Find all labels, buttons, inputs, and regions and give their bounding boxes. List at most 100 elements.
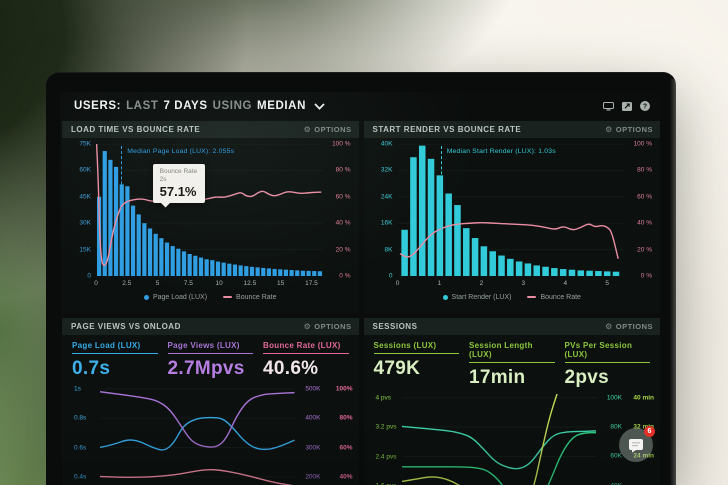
- panel-load-time: LOAD TIME VS BOUNCE RATE ⚙ OPTIONS 75K 60…: [62, 121, 359, 313]
- laptop: USERS: LAST 7 DAYS USING MEDIAN ?: [46, 72, 676, 485]
- x-axis-tick: 10: [215, 280, 223, 287]
- legend-label: Bounce Rate: [236, 293, 277, 301]
- axis-tick: 40 %: [335, 219, 351, 227]
- title-using: USING: [212, 100, 253, 112]
- tooltip-bucket: 2s: [159, 175, 167, 183]
- metrics-row: Page Load (LUX) 0.7s Page Views (LUX) 2.7Mp…: [62, 335, 359, 382]
- legend-item[interactable]: Bounce Rate: [527, 293, 581, 301]
- panel-header: LOAD TIME VS BOUNCE RATE ⚙ OPTIONS: [62, 121, 359, 138]
- axis-tick: 100 %: [332, 140, 351, 148]
- chat-button[interactable]: 6: [619, 426, 655, 462]
- x-axis-tick: 3: [521, 280, 526, 287]
- axis-tick: 45K: [79, 193, 91, 201]
- x-axis-tick: 5: [155, 280, 160, 287]
- metric-block: Sessions (LUX) 479K: [373, 341, 459, 389]
- axis-tick: 0 %: [339, 272, 351, 280]
- x-axis-tick: 12.5: [243, 280, 257, 287]
- axis-tick-row: 500K 100%: [305, 385, 353, 393]
- axis-tick: 15K: [79, 246, 91, 254]
- axis-tick: 75K: [79, 140, 91, 148]
- metric-label: Page Load (LUX): [72, 341, 158, 354]
- legend: Page Load (LUX) Bounce Rate: [62, 290, 359, 304]
- axis-tick: 3.2 pvs: [375, 423, 397, 431]
- legend-dot-icon: [143, 294, 149, 300]
- axis-tick-row: 300K 60%: [305, 444, 353, 451]
- legend-label: Page Load (LUX): [152, 293, 208, 301]
- panel-title: PAGE VIEWS VS ONLOAD: [71, 322, 181, 331]
- axis-tick: 80 %: [637, 166, 652, 174]
- options-button[interactable]: ⚙ OPTIONS: [304, 125, 352, 134]
- x-axis-tick: 2: [479, 280, 484, 287]
- options-label: OPTIONS: [314, 322, 352, 331]
- x-axis-tick: 4: [563, 280, 568, 287]
- options-button[interactable]: ⚙ OPTIONS: [605, 322, 653, 331]
- x-axis-tick: 17.5: [305, 280, 318, 287]
- plot-area[interactable]: [402, 394, 597, 485]
- legend: Start Render (LUX) Bounce Rate: [364, 290, 661, 304]
- plot-area[interactable]: [100, 385, 295, 485]
- svg-text:?: ?: [643, 104, 647, 111]
- legend-item[interactable]: Page Load (LUX): [143, 293, 208, 301]
- metric-value: 2.7Mpvs: [167, 358, 245, 379]
- y-axis-right: 500K 100% 400K 80% 300K 60% 200K 40%: [295, 385, 353, 485]
- gear-icon: ⚙: [303, 321, 312, 331]
- axis-tick: 8K: [384, 246, 393, 254]
- panel-header: PAGE VIEWS VS ONLOAD ⚙ OPTIONS: [62, 318, 359, 335]
- metrics-row: Sessions (LUX) 479K Session Length (LUX) 17…: [364, 335, 661, 391]
- tooltip-value: 57.1%: [159, 183, 197, 199]
- timeframe-dropdown[interactable]: USERS: LAST 7 DAYS USING MEDIAN: [74, 100, 325, 112]
- load-time-chart: 75K 60K 45K 30K 15K 0 Bounce Rate 2s 57.1% Me…: [66, 140, 353, 280]
- legend-label: Bounce Rate: [540, 293, 581, 301]
- metric-value: 479K: [373, 358, 421, 379]
- axis-tick: 60 %: [335, 193, 351, 201]
- metric-block: Bounce Rate (LUX) 40.6%: [263, 341, 349, 380]
- legend-item[interactable]: Start Render (LUX): [442, 293, 512, 301]
- axis-tick: 40K: [380, 140, 393, 148]
- axis-tick: 0.4s: [74, 473, 87, 481]
- median-line: [121, 146, 123, 276]
- panel-title: SESSIONS: [372, 322, 418, 331]
- x-axis-tick: 0: [395, 280, 400, 287]
- axis-tick: 20 %: [637, 246, 652, 254]
- legend-label: Start Render (LUX): [451, 293, 512, 301]
- options-button[interactable]: ⚙ OPTIONS: [605, 125, 653, 134]
- axis-tick: 1.6 pvs: [376, 482, 397, 485]
- plot-area[interactable]: Bounce Rate 2s 57.1% Median Page Load (L…: [96, 144, 323, 276]
- axis-tick: 40 %: [637, 219, 652, 227]
- page-views-chart: 1s 0.8s 0.6s 0.4s 500K 100% 400K 80% 300K 60% 200…: [66, 385, 353, 485]
- axis-tick: 32K: [380, 166, 393, 174]
- median-annotation: Median Start Render (LUX): 1.03s: [446, 148, 556, 155]
- legend-item[interactable]: Bounce Rate: [223, 293, 277, 301]
- axis-tick: 1s: [74, 385, 81, 393]
- legend-dot-icon: [442, 294, 448, 300]
- axis-tick: 60K: [79, 166, 91, 174]
- axis-tick-row: 100K 40 min: [606, 394, 654, 402]
- options-button[interactable]: ⚙ OPTIONS: [304, 322, 352, 331]
- tooltip-series: Bounce Rate: [159, 167, 198, 175]
- panel-page-views: PAGE VIEWS VS ONLOAD ⚙ OPTIONS Page Load…: [62, 318, 359, 485]
- y-axis-left: 4 pvs 3.2 pvs 2.4 pvs 1.6 pvs: [368, 394, 402, 485]
- help-icon[interactable]: ?: [640, 101, 650, 111]
- share-icon[interactable]: [622, 101, 632, 111]
- metric-value: 2pvs: [564, 367, 610, 388]
- x-axis-tick: 1: [437, 280, 442, 287]
- options-label: OPTIONS: [314, 125, 352, 134]
- legend-line-icon: [527, 296, 537, 298]
- axis-tick: 60 %: [637, 193, 652, 201]
- axis-tick: 20 %: [335, 246, 351, 254]
- title-days: 7 DAYS: [163, 100, 208, 112]
- bounce-rate-tooltip: Bounce Rate 2s 57.1%: [152, 163, 206, 203]
- x-axis-tick: 15: [277, 280, 285, 287]
- axis-tick: 0 %: [640, 272, 652, 280]
- gear-icon: ⚙: [605, 124, 613, 134]
- notification-badge: 6: [644, 426, 655, 437]
- dashboard-header: USERS: LAST 7 DAYS USING MEDIAN ?: [60, 92, 662, 118]
- plot-area[interactable]: Median Start Render (LUX): 1.03s: [398, 144, 625, 276]
- chat-bubble-icon: [629, 438, 643, 452]
- metric-label: Bounce Rate (LUX): [263, 341, 349, 354]
- panel-header: START RENDER VS BOUNCE RATE ⚙ OPTIONS: [363, 121, 660, 138]
- title-last: LAST: [126, 100, 159, 112]
- metric-value: 17min: [469, 367, 526, 388]
- monitor-icon[interactable]: [603, 101, 614, 111]
